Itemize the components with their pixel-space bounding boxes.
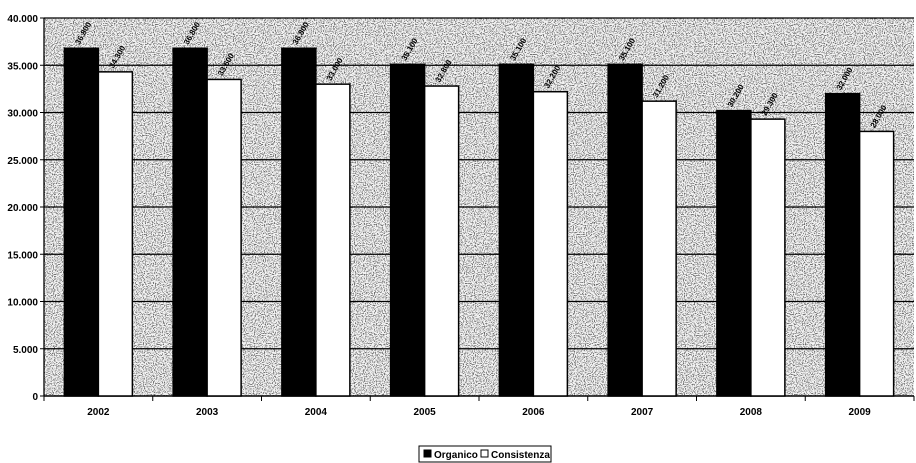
legend-label-consistenza: Consistenza [491,450,550,461]
bar-consistenza [532,90,569,397]
bar-consistenza [750,118,786,397]
y-tick-label: 10.000 [7,298,38,309]
legend-swatch-consistenza [480,449,489,458]
y-tick-label: 5.000 [13,345,38,356]
x-tick-label: 2003 [196,407,219,418]
bar-organico [498,63,535,397]
bar-organico [607,63,643,397]
x-tick-label: 2005 [414,407,437,418]
y-axis: 0 5.000 10.000 15.000 20.000 25.000 30.000 35.0… [7,14,45,403]
x-tick-label: 2002 [87,407,110,418]
x-tick-label: 2009 [849,407,872,418]
bar-consistenza [858,130,895,397]
y-tick-label: 30.000 [7,109,38,120]
x-tick-label: 2008 [740,407,763,418]
legend: Organico Consistenza [418,445,552,463]
legend-label-organico: Organico [434,450,478,461]
y-tick-label: 0 [32,392,38,403]
bar-organico [281,47,317,397]
y-tick-label: 25.000 [7,156,38,167]
y-tick-label: 20.000 [7,203,38,214]
bar-organico [389,63,426,397]
bar-organico [172,47,208,397]
x-tick-label: 2007 [631,407,654,418]
x-tick-label: 2006 [522,407,545,418]
x-tick-label: 2004 [305,407,328,418]
bar-consistenza [641,100,677,397]
bar-organico [63,47,100,397]
y-tick-label: 15.000 [7,250,38,261]
x-axis: 2002 2003 2004 2005 2006 2007 2008 2009 [43,395,915,418]
bars: 36.80034.30036.80033.50036.80033.00035.1… [63,20,895,397]
y-tick-label: 35.000 [7,61,38,72]
bar-organico [824,92,861,397]
legend-swatch-organico [423,449,432,458]
bar-consistenza [315,83,351,397]
bar-consistenza [423,85,460,397]
bar-organico [716,109,752,397]
bar-consistenza [97,71,134,397]
y-tick-label: 40.000 [7,14,38,25]
bar-consistenza [206,78,242,397]
